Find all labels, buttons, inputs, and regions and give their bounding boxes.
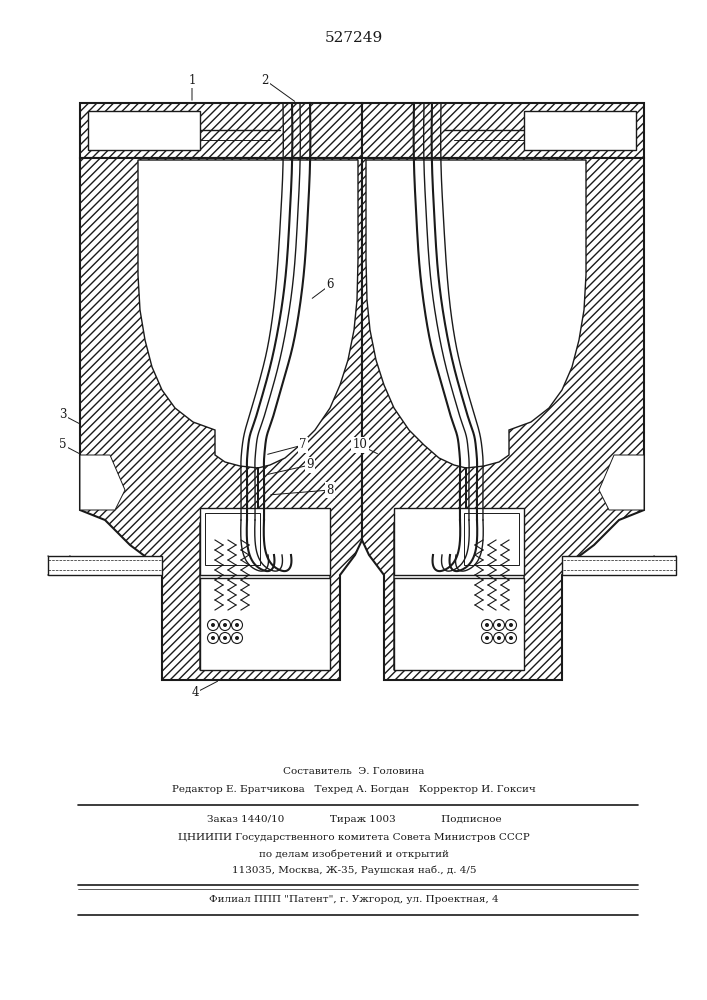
Polygon shape	[48, 556, 162, 575]
Circle shape	[211, 636, 215, 640]
Text: по делам изобретений и открытий: по делам изобретений и открытий	[259, 849, 449, 859]
Circle shape	[509, 623, 513, 627]
Polygon shape	[394, 578, 524, 670]
Circle shape	[497, 636, 501, 640]
Circle shape	[485, 636, 489, 640]
Circle shape	[223, 636, 227, 640]
Polygon shape	[80, 158, 362, 680]
Circle shape	[485, 623, 489, 627]
Polygon shape	[524, 111, 636, 150]
Polygon shape	[394, 508, 524, 575]
Circle shape	[509, 636, 513, 640]
Circle shape	[223, 623, 227, 627]
Text: 1: 1	[188, 74, 196, 87]
Polygon shape	[200, 508, 330, 575]
Text: 6: 6	[326, 278, 334, 292]
Text: 10: 10	[353, 438, 368, 452]
Text: 4: 4	[192, 686, 199, 700]
Polygon shape	[599, 455, 644, 510]
Text: 113035, Москва, Ж-35, Раушская наб., д. 4/5: 113035, Москва, Ж-35, Раушская наб., д. …	[232, 865, 477, 875]
Polygon shape	[562, 556, 676, 575]
Text: 3: 3	[59, 408, 66, 422]
Polygon shape	[80, 455, 125, 510]
Polygon shape	[464, 513, 519, 565]
Text: Составитель  Э. Головина: Составитель Э. Головина	[284, 768, 425, 776]
Polygon shape	[200, 578, 330, 670]
Text: Филиал ППП "Патент", г. Ужгород, ул. Проектная, 4: Филиал ППП "Патент", г. Ужгород, ул. Про…	[209, 896, 499, 904]
Polygon shape	[362, 103, 644, 158]
Polygon shape	[362, 158, 644, 680]
Polygon shape	[88, 111, 200, 150]
Polygon shape	[80, 103, 362, 158]
Circle shape	[235, 636, 239, 640]
Text: 9: 9	[306, 458, 314, 472]
Text: 7: 7	[299, 438, 307, 452]
Circle shape	[211, 623, 215, 627]
Text: 527249: 527249	[325, 31, 383, 45]
Circle shape	[235, 623, 239, 627]
Polygon shape	[205, 513, 260, 565]
Circle shape	[497, 623, 501, 627]
Text: Редактор Е. Братчикова   Техред А. Богдан   Корректор И. Гоксич: Редактор Е. Братчикова Техред А. Богдан …	[172, 786, 536, 794]
Text: 8: 8	[327, 484, 334, 496]
Text: Заказ 1440/10              Тираж 1003              Подписное: Заказ 1440/10 Тираж 1003 Подписное	[206, 816, 501, 824]
Polygon shape	[138, 160, 358, 670]
Text: ЦНИИПИ Государственного комитета Совета Министров СССР: ЦНИИПИ Государственного комитета Совета …	[178, 834, 530, 842]
Text: 2: 2	[262, 74, 269, 87]
Polygon shape	[366, 160, 586, 670]
Text: 5: 5	[59, 438, 66, 452]
